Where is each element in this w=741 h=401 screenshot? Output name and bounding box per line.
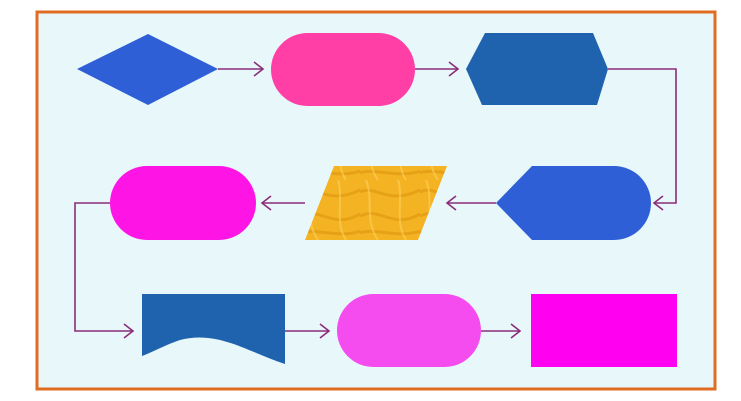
terminator-pill-bottom (337, 294, 481, 367)
connector-hexagon-to-display (608, 68, 677, 211)
connectors (74, 61, 677, 339)
display-shape (496, 166, 651, 240)
document-shape (142, 294, 285, 364)
preparation-hexagon (466, 33, 608, 105)
data-parallelogram (305, 166, 447, 240)
terminator-pill-middle (110, 166, 256, 240)
process-rectangle (531, 294, 677, 367)
decision-diamond (77, 34, 218, 105)
terminator-pill-top (271, 33, 415, 106)
connector-pill-to-document (74, 202, 135, 339)
